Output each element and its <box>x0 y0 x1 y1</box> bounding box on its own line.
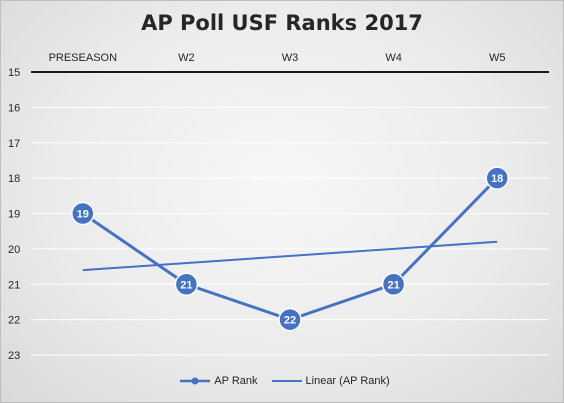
y-tick-label: 18 <box>8 173 20 185</box>
legend: AP Rank Linear (AP Rank) <box>175 370 395 392</box>
data-label: 22 <box>284 315 296 327</box>
y-tick-label: 21 <box>8 279 20 291</box>
y-tick-label: 19 <box>8 209 20 221</box>
legend-line-icon <box>271 380 302 382</box>
gridlines <box>31 106 549 356</box>
data-label: 21 <box>387 279 399 291</box>
data-label: 18 <box>491 173 503 185</box>
trendline <box>82 240 498 272</box>
x-tick-label: W3 <box>282 52 299 64</box>
legend-item-ap-rank: AP Rank <box>180 375 258 387</box>
data-point <box>71 201 95 226</box>
chart-title: AP Poll USF Ranks 2017 <box>141 11 423 35</box>
y-tick-label: 22 <box>8 315 20 327</box>
y-tick-label: 20 <box>8 244 20 256</box>
x-tick-label: PRESEASON <box>49 52 118 64</box>
data-point <box>381 272 406 296</box>
data-point <box>174 272 199 296</box>
x-axis: PRESEASON W2 W3 W4 W5 <box>31 52 549 73</box>
legend-label-linear: Linear (AP Rank) <box>305 375 390 387</box>
legend-label-ap-rank: AP Rank <box>214 375 258 387</box>
y-tick-label: 15 <box>8 67 20 79</box>
series-ap-rank: 19 21 22 21 18 <box>71 166 509 332</box>
legend-item-linear: Linear (AP Rank) <box>271 375 390 387</box>
data-label: 21 <box>180 279 192 291</box>
data-label: 19 <box>77 209 89 221</box>
y-tick-label: 16 <box>8 102 20 114</box>
x-tick-label: W4 <box>385 52 402 64</box>
x-tick-label: W5 <box>489 52 506 64</box>
y-tick-label: 23 <box>8 350 20 362</box>
data-point <box>278 307 302 332</box>
trendline-linear <box>82 240 498 272</box>
y-axis: 15 16 17 18 19 20 21 22 23 <box>8 67 20 362</box>
y-tick-label: 17 <box>8 138 20 150</box>
data-point <box>485 166 509 190</box>
legend-marker-line-icon <box>180 377 211 385</box>
x-tick-label: W2 <box>178 52 195 64</box>
